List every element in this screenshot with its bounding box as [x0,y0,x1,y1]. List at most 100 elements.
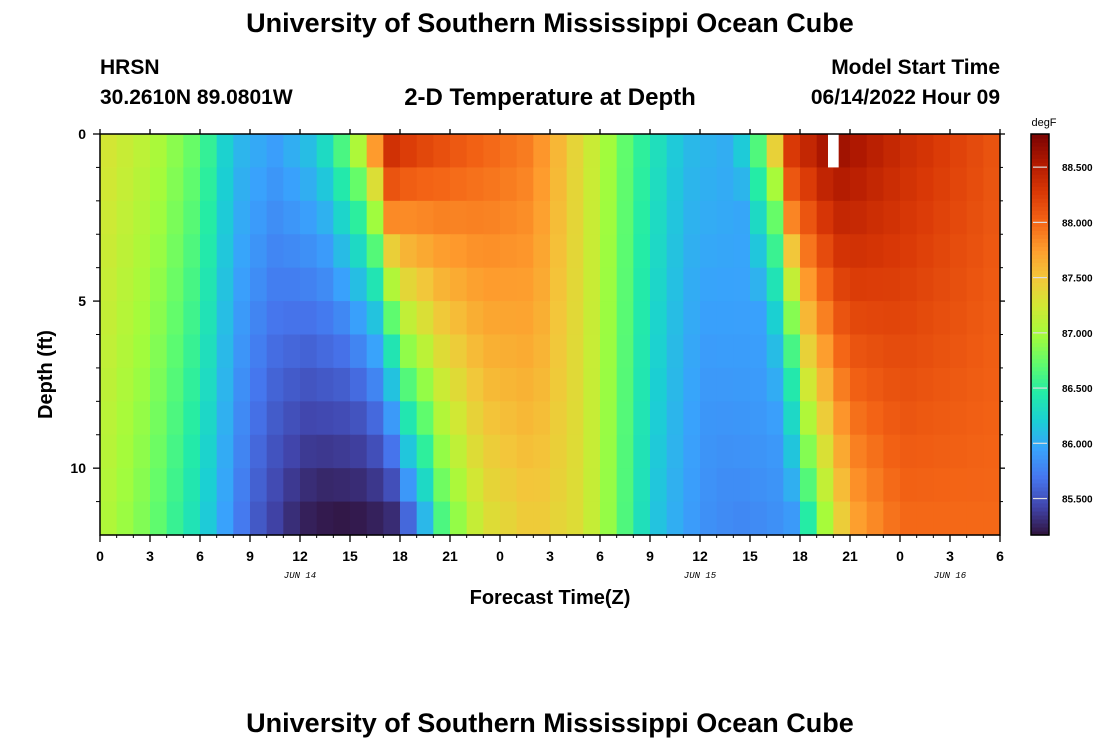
heatmap-cell [400,167,418,202]
heatmap-cell [450,134,468,169]
heatmap-cell [133,334,151,369]
heatmap-cell [500,434,518,469]
heatmap-cell [183,167,201,202]
page-title: University of Southern Mississippi Ocean… [246,8,854,38]
heatmap-cell [266,167,284,202]
heatmap-cell [250,234,268,269]
heatmap-cell [683,401,701,436]
colorbar-segment [1031,402,1049,408]
heatmap-cell [650,468,668,503]
heatmap-cell [950,200,968,235]
x-tick-label: 21 [442,548,458,564]
heatmap-cell [516,167,534,202]
heatmap-cell [733,401,751,436]
colorbar-segment [1031,134,1049,139]
heatmap-cell [333,267,351,302]
colorbar-segment [1031,314,1049,320]
heatmap-cell [400,301,418,336]
heatmap-cell [250,501,268,536]
heatmap-cell [216,367,234,402]
heatmap-cell [516,234,534,269]
heatmap-cell [416,301,434,336]
heatmap-cell [200,367,218,402]
heatmap-cell [633,367,651,402]
colorbar-segment [1031,454,1049,460]
heatmap-cell [916,367,934,402]
colorbar-segment [1031,490,1049,496]
heatmap-cell [250,200,268,235]
heatmap-cell [550,134,568,169]
heatmap-cell [833,200,851,235]
heatmap-cell [900,134,918,169]
heatmap-cell [800,134,818,169]
heatmap-cell [233,367,251,402]
heatmap-cell [116,434,134,469]
heatmap-cell [283,501,301,536]
heatmap-cell [583,401,601,436]
heatmap-cell [650,167,668,202]
heatmap-cell [500,301,518,336]
heatmap-cell [650,267,668,302]
heatmap-cell [666,468,684,503]
heatmap-cell [916,468,934,503]
heatmap-cell [566,468,584,503]
heatmap-cell [200,134,218,169]
heatmap-cell [750,167,768,202]
colorbar-segment [1031,186,1049,191]
heatmap-cell [300,267,318,302]
heatmap-cell [250,301,268,336]
heatmap-cell [883,501,901,536]
heatmap-cell [450,301,468,336]
heatmap-cell [216,468,234,503]
heatmap-cell [950,501,968,536]
heatmap-cell [250,367,268,402]
heatmap-cell [383,334,401,369]
heatmap-cells [100,134,1001,536]
heatmap-cell [133,167,151,202]
heatmap-cell [983,468,1001,503]
heatmap-cell [150,401,168,436]
heatmap-cell [883,267,901,302]
heatmap-cell [650,501,668,536]
heatmap-cell [333,401,351,436]
heatmap-cell [850,301,868,336]
colorbar-segment [1031,142,1049,147]
date-label: JUN 15 [684,571,717,581]
heatmap-cell [200,167,218,202]
colorbar-tick-label: 88.000 [1062,218,1093,229]
heatmap-cell [283,301,301,336]
heatmap-cell [333,434,351,469]
colorbar-segment [1031,530,1049,536]
heatmap-cell [583,434,601,469]
heatmap-cell [266,401,284,436]
heatmap-cell [216,167,234,202]
heatmap-cell [983,267,1001,302]
heatmap-cell [566,200,584,235]
colorbar-segment [1031,178,1049,183]
heatmap-cell [766,434,784,469]
x-tick-label: 21 [842,548,858,564]
heatmap-cell [150,301,168,336]
heatmap-cell [900,501,918,536]
x-tick-label: 3 [546,548,554,564]
heatmap-cell [200,200,218,235]
colorbar-segment [1031,386,1049,392]
colorbar: 85.500 86.000 86.500 87.000 87.500 88.000 88.5… [1030,133,1093,536]
heatmap-cell [800,434,818,469]
heatmap-cell [533,301,551,336]
heatmap-cell [316,200,334,235]
colorbar-segment [1031,318,1049,324]
heatmap-cell [883,167,901,202]
heatmap-cell [583,234,601,269]
heatmap-cell [933,468,951,503]
heatmap-cell [750,468,768,503]
heatmap-cell [483,468,501,503]
heatmap-cell [433,468,451,503]
y-axis-title: Depth (ft) [35,330,57,419]
heatmap-cell [633,234,651,269]
heatmap-cell [566,401,584,436]
heatmap-cell [283,234,301,269]
plot-title: 2-D Temperature at Depth [404,84,696,111]
heatmap-cell [283,134,301,169]
heatmap-cell [766,200,784,235]
